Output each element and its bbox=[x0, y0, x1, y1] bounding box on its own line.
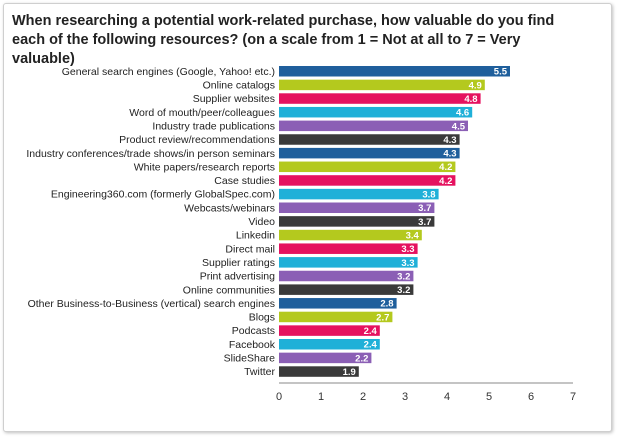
value-label: 2.8 bbox=[380, 299, 393, 310]
category-label: Direct mail bbox=[225, 243, 275, 255]
x-tick-label: 5 bbox=[486, 391, 492, 403]
category-label: Industry conferences/trade shows/in pers… bbox=[26, 148, 275, 160]
bar bbox=[279, 339, 380, 350]
category-label: Industry trade publications bbox=[152, 120, 275, 132]
category-label: Print advertising bbox=[200, 271, 275, 283]
bar bbox=[279, 79, 485, 91]
value-label: 5.5 bbox=[494, 67, 508, 78]
bar bbox=[279, 175, 456, 186]
value-label: 4.2 bbox=[439, 176, 452, 187]
value-label: 1.9 bbox=[343, 367, 356, 378]
category-labels-group: General search engines (Google, Yahoo! e… bbox=[26, 66, 275, 378]
bar bbox=[279, 366, 359, 377]
value-label: 2.4 bbox=[364, 340, 378, 351]
category-label: Online communities bbox=[183, 284, 275, 296]
category-label: Video bbox=[248, 216, 275, 228]
category-label: General search engines (Google, Yahoo! e… bbox=[62, 66, 275, 78]
bar bbox=[279, 106, 473, 118]
bars-group bbox=[279, 66, 510, 377]
x-tick-label: 6 bbox=[528, 391, 534, 403]
x-tick-labels-group: 0 1 2 3 4 5 6 7 bbox=[276, 391, 576, 403]
value-labels-group: 5.5 4.9 4.8 4.6 4.5 4.3 4.3 4.2 4.2 3.8 3.7 3.7 3.4 3… bbox=[343, 67, 508, 378]
chart-title: When researching a potential work-relate… bbox=[12, 12, 572, 69]
category-label: Webcasts/webinars bbox=[184, 202, 275, 214]
value-label: 2.4 bbox=[364, 326, 378, 337]
value-label: 4.8 bbox=[464, 94, 477, 105]
bar bbox=[279, 298, 397, 309]
value-label: 4.6 bbox=[456, 108, 469, 119]
category-label: Product review/recommendations bbox=[119, 134, 275, 146]
value-label: 2.7 bbox=[376, 312, 389, 323]
value-label: 3.2 bbox=[397, 271, 410, 282]
bar bbox=[279, 147, 460, 159]
value-label: 3.4 bbox=[406, 230, 420, 241]
x-tick-label: 3 bbox=[402, 391, 408, 403]
chart-title-line-2: each of the following resources? (on a s… bbox=[12, 32, 521, 67]
bar bbox=[279, 202, 435, 213]
category-label: Online catalogs bbox=[203, 80, 275, 92]
value-label: 4.9 bbox=[469, 80, 482, 91]
bar bbox=[279, 311, 393, 323]
category-label: Facebook bbox=[229, 339, 276, 351]
bar bbox=[279, 325, 380, 336]
bar bbox=[279, 134, 460, 145]
category-label: Word of mouth/peer/colleagues bbox=[129, 107, 275, 119]
value-label: 3.2 bbox=[397, 285, 410, 296]
x-tick-label: 7 bbox=[570, 391, 576, 403]
bar bbox=[279, 93, 481, 104]
bar bbox=[279, 270, 414, 282]
value-label: 2.2 bbox=[355, 353, 368, 364]
value-label: 4.3 bbox=[443, 149, 456, 160]
chart-title-line-1: When researching a potential work-relate… bbox=[12, 13, 555, 29]
category-label: Twitter bbox=[244, 366, 275, 378]
x-tick-label: 4 bbox=[444, 391, 450, 403]
x-tick-label: 1 bbox=[318, 391, 324, 403]
category-label: Supplier ratings bbox=[202, 257, 275, 269]
value-label: 3.3 bbox=[401, 258, 414, 269]
category-label: Supplier websites bbox=[193, 93, 275, 105]
value-label: 3.8 bbox=[422, 190, 435, 201]
value-label: 3.7 bbox=[418, 203, 431, 214]
value-label: 3.7 bbox=[418, 217, 431, 228]
bar bbox=[279, 257, 418, 268]
bar bbox=[279, 66, 510, 77]
category-label: Podcasts bbox=[232, 325, 275, 337]
category-label: White papers/research reports bbox=[134, 161, 275, 173]
category-label: Other Business-to-Business (vertical) se… bbox=[28, 298, 275, 310]
bar bbox=[279, 243, 418, 254]
bar bbox=[279, 188, 439, 200]
category-label: Linkedin bbox=[236, 230, 275, 242]
value-label: 4.5 bbox=[452, 121, 466, 132]
bar bbox=[279, 284, 414, 295]
bar bbox=[279, 229, 422, 241]
value-label: 4.2 bbox=[439, 162, 452, 173]
bar bbox=[279, 161, 456, 173]
value-label: 4.3 bbox=[443, 135, 456, 146]
bar bbox=[279, 120, 468, 132]
bar bbox=[279, 216, 435, 227]
x-tick-label: 0 bbox=[276, 391, 282, 403]
value-label: 3.3 bbox=[401, 244, 414, 255]
category-label: SlideShare bbox=[224, 353, 276, 365]
bar bbox=[279, 352, 372, 364]
category-label: Case studies bbox=[214, 175, 275, 187]
category-label: Blogs bbox=[249, 312, 275, 324]
x-tick-label: 2 bbox=[360, 391, 366, 403]
category-label: Engineering360.com (formerly GlobalSpec.… bbox=[51, 189, 275, 201]
